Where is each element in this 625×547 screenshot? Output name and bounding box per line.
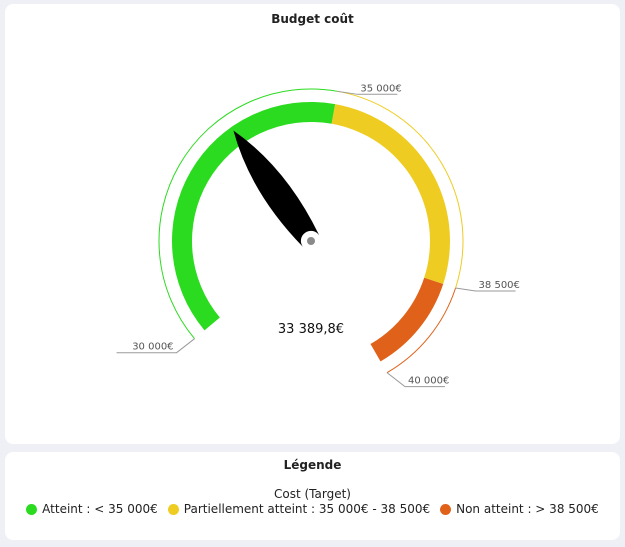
gauge-title: Budget coût bbox=[271, 12, 354, 26]
tick-callout-line bbox=[386, 372, 445, 388]
tick-label: 35 000€ bbox=[360, 83, 401, 94]
tick-label: 30 000€ bbox=[132, 342, 173, 353]
gauge-needle bbox=[233, 130, 320, 247]
gauge-band-atteint bbox=[171, 101, 336, 331]
legend-items: Atteint : < 35 000€ Partiellement attein… bbox=[5, 502, 620, 516]
gauge-outline-atteint bbox=[158, 88, 338, 340]
legend-dot-icon bbox=[440, 503, 452, 515]
gauge-needle-pivot bbox=[307, 237, 315, 245]
gauge-chart: 30 000€ 35 000€ 38 500€ 40 000€ 33 389,8€ bbox=[116, 83, 520, 388]
legend-item-partiellement-atteint: Partiellement atteint : 35 000€ - 38 500… bbox=[167, 502, 431, 516]
gauge-band-non-atteint bbox=[370, 277, 444, 362]
gauge-outline-partiellement-atteint bbox=[337, 90, 464, 289]
legend-dot-icon bbox=[167, 503, 179, 515]
legend-title: Légende bbox=[283, 458, 342, 472]
gauge-band-partiellement-atteint bbox=[331, 104, 451, 284]
legend-card: Légende Cost (Target) Atteint : < 35 000… bbox=[5, 452, 620, 540]
tick-callout-line bbox=[455, 287, 516, 292]
gauge-value-label: 33 389,8€ bbox=[278, 322, 344, 337]
legend-item-label: Non atteint : > 38 500€ bbox=[456, 502, 599, 516]
tick-label: 40 000€ bbox=[408, 376, 449, 387]
tick-label: 38 500€ bbox=[479, 280, 520, 291]
tick-callout-line bbox=[116, 338, 195, 354]
legend-dot-icon bbox=[26, 503, 38, 515]
gauge-card: Budget coût 30 000€ 35 000€ 38 500€ 40 000€… bbox=[5, 4, 620, 444]
legend-item-label: Partiellement atteint : 35 000€ - 38 500… bbox=[183, 502, 431, 516]
legend-item-non-atteint: Non atteint : > 38 500€ bbox=[440, 502, 599, 516]
gauge-outline-non-atteint bbox=[386, 287, 457, 374]
tick-callout-line bbox=[337, 90, 398, 95]
legend-item-label: Atteint : < 35 000€ bbox=[42, 502, 158, 516]
legend-item-atteint: Atteint : < 35 000€ bbox=[26, 502, 158, 516]
legend-subtitle: Cost (Target) bbox=[274, 487, 351, 501]
